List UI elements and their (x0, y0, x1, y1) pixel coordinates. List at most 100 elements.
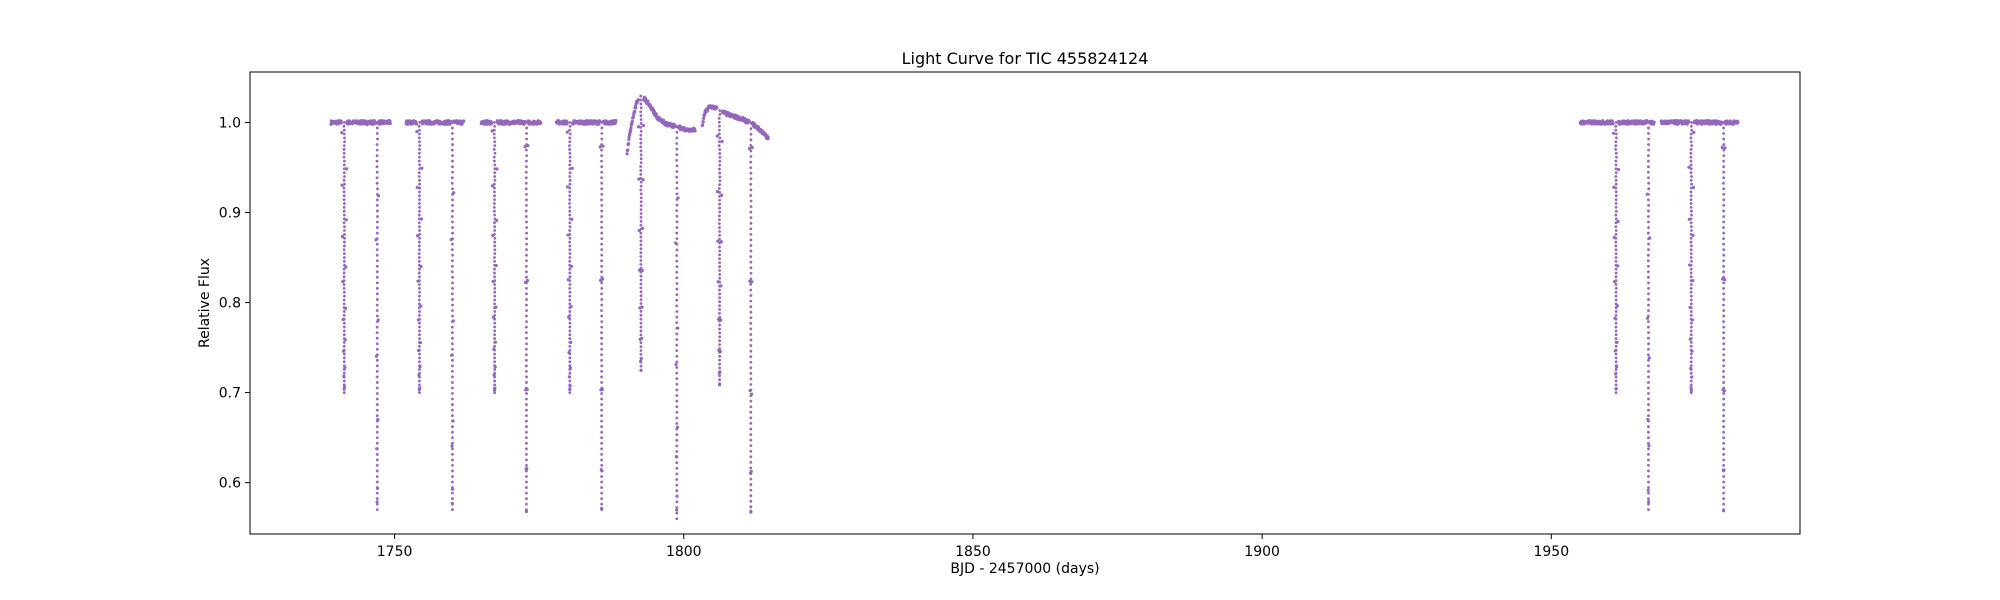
data-point (675, 310, 679, 313)
data-point (600, 187, 604, 191)
data-point (525, 314, 528, 318)
data-point (600, 148, 603, 152)
data-point (718, 358, 722, 362)
data-point (1722, 176, 1726, 180)
data-point (675, 371, 679, 375)
data-point (451, 198, 454, 202)
data-point (1647, 430, 1650, 434)
data-point (451, 358, 454, 362)
data-point (639, 298, 643, 302)
data-point (675, 142, 679, 145)
data-point (1689, 391, 1693, 395)
data-point (1614, 175, 1618, 178)
data-point (749, 210, 753, 214)
data-point (1689, 325, 1693, 329)
data-point (718, 366, 722, 370)
data-point (749, 472, 753, 475)
data-point (451, 414, 454, 418)
data-point (1614, 375, 1618, 379)
data-point (414, 122, 419, 126)
data-point (525, 452, 528, 456)
data-point (418, 344, 421, 348)
data-point (1689, 306, 1693, 310)
data-point (375, 475, 379, 478)
data-point (418, 190, 421, 194)
data-point (417, 256, 421, 259)
chart-title: Light Curve for TIC 455824124 (902, 49, 1149, 68)
data-point (1722, 209, 1726, 213)
data-point (568, 155, 572, 159)
data-point (568, 375, 572, 379)
data-point (600, 165, 604, 169)
data-point (1689, 348, 1693, 352)
data-point (342, 352, 346, 356)
data-point (639, 321, 643, 325)
data-point (639, 196, 643, 200)
data-point (568, 259, 572, 263)
data-point (1722, 132, 1726, 135)
data-point (1647, 187, 1651, 191)
data-point (525, 369, 528, 373)
data-point (1615, 155, 1618, 159)
data-point (525, 342, 528, 346)
data-point (568, 163, 572, 167)
data-point (600, 259, 603, 263)
data-point (749, 121, 753, 125)
data-point (639, 184, 643, 188)
data-point (525, 126, 529, 130)
data-point (493, 198, 496, 202)
data-point (675, 360, 679, 364)
data-point (450, 270, 454, 274)
data-point (451, 491, 454, 495)
data-point (1723, 146, 1727, 150)
data-point (493, 144, 497, 147)
data-point (1722, 436, 1726, 440)
data-point (675, 377, 679, 381)
data-point (643, 96, 648, 101)
data-point (525, 491, 528, 495)
data-point (1722, 389, 1726, 393)
data-point (718, 113, 722, 116)
data-point (375, 381, 379, 384)
data-point (1722, 303, 1725, 307)
data-point (639, 345, 643, 348)
data-point (568, 356, 572, 360)
data-point (675, 466, 679, 470)
data-point (749, 494, 753, 498)
data-point (1614, 306, 1618, 310)
data-point (417, 151, 421, 155)
data-point (675, 388, 679, 392)
data-point (633, 109, 637, 114)
data-point (493, 256, 496, 259)
data-point (525, 248, 528, 252)
data-point (1689, 271, 1693, 275)
data-point (450, 176, 454, 180)
data-point (1614, 244, 1618, 248)
data-point (1722, 331, 1726, 335)
data-point (375, 159, 379, 163)
data-point (451, 264, 454, 268)
data-point (717, 120, 721, 124)
data-point (1614, 337, 1618, 340)
data-point (1722, 137, 1726, 141)
data-point (418, 360, 421, 364)
data-point (675, 276, 679, 280)
data-point (493, 352, 497, 356)
data-point (718, 265, 722, 268)
data-point (568, 329, 572, 333)
data-point (493, 240, 497, 244)
data-point (342, 364, 346, 367)
data-point (493, 163, 497, 167)
data-point (342, 356, 346, 360)
data-point (718, 128, 721, 132)
data-point (675, 175, 679, 179)
data-point (749, 149, 753, 153)
data-point (342, 171, 346, 175)
data-point (1614, 387, 1618, 391)
data-point (342, 368, 346, 371)
data-point (451, 121, 454, 124)
data-point (1722, 226, 1725, 229)
data-point (1647, 386, 1650, 390)
data-point (718, 327, 721, 331)
data-point (600, 331, 603, 335)
